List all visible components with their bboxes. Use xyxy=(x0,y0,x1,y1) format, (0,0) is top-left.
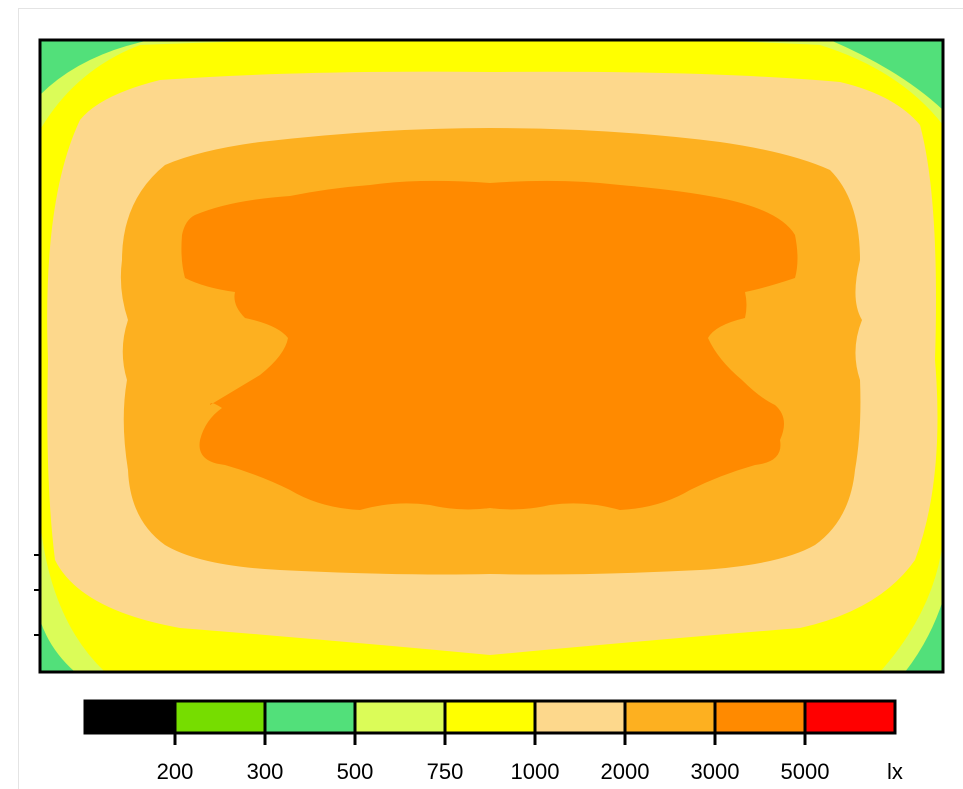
colorbar-frame xyxy=(83,699,897,735)
colorbar-band xyxy=(175,701,265,733)
colorbar-unit-label: lx xyxy=(887,759,903,784)
colorbar-band xyxy=(355,701,445,733)
colorbar-tick-label: 5000 xyxy=(781,759,830,784)
figure-border-top xyxy=(18,8,963,9)
contour-field xyxy=(40,40,943,672)
colorbar-tick-label: 500 xyxy=(337,759,374,784)
colorbar-band xyxy=(85,701,175,733)
colorbar-band xyxy=(265,701,355,733)
colorbar-tick-label: 300 xyxy=(247,759,284,784)
plot-frame xyxy=(38,38,945,674)
colorbar-tick-label: 200 xyxy=(157,759,194,784)
colorbar-tick-label: 750 xyxy=(427,759,464,784)
figure-border-left xyxy=(18,8,19,789)
colorbar-tick-label: 2000 xyxy=(601,759,650,784)
colorbar-band xyxy=(445,701,535,733)
colorbar-band xyxy=(715,701,805,733)
colorbar-band xyxy=(535,701,625,733)
contour-3000-5000 xyxy=(181,180,798,510)
colorbar-band xyxy=(625,701,715,733)
colorbar xyxy=(83,699,897,745)
colorbar-tick-label: 1000 xyxy=(511,759,560,784)
colorbar-band xyxy=(805,701,895,733)
colorbar-tick-label: 3000 xyxy=(691,759,740,784)
colorbar-labels: 200 300 500 750 1000 2000 3000 5000 lx xyxy=(157,759,903,784)
